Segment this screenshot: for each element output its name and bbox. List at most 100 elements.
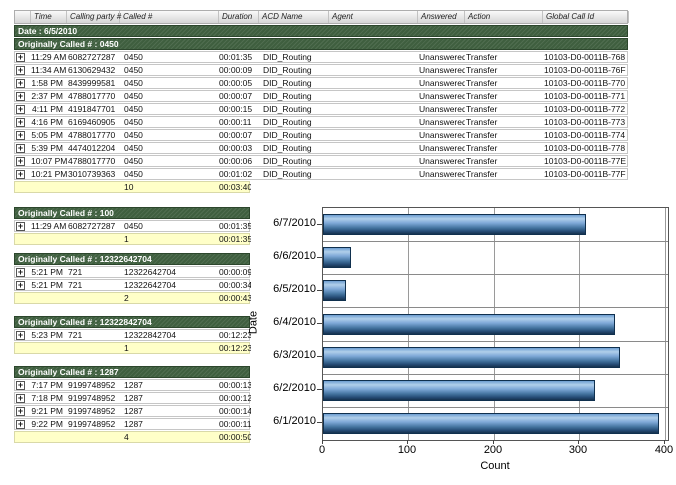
chart-y-tick-label: 6/3/2010 (273, 349, 316, 361)
call-row: +2:37 PM 4788017770 0450 00:00:07 DID_Routin… (14, 90, 628, 102)
call-row: +4:16 PM 6169460905 0450 00:00:11 DID_Routin… (14, 116, 628, 128)
call-row: +11:34 AM 6130629432 0450 00:00:09 DID_Routi… (14, 64, 628, 76)
call-rows-group: +11:29 AM 6082727287 0450 00:01:35 DID_Routi… (14, 51, 628, 180)
chart-y-tick-label: 6/6/2010 (273, 250, 316, 262)
cell-called-number: 1287 (124, 393, 143, 403)
expand-row-icon[interactable]: + (16, 52, 25, 62)
expand-row-icon[interactable]: + (16, 130, 25, 140)
cell-time: 5:23 PM (31, 330, 63, 340)
expand-row-icon[interactable]: + (16, 267, 25, 277)
column-header-time: Time (31, 11, 67, 23)
chart-row-separator (323, 307, 668, 308)
call-row: +9:22 PM 9199748952 1287 00:00:11 (14, 418, 251, 430)
cell-calling-party: 6130629432 (68, 65, 116, 75)
expand-cell: + (15, 104, 31, 114)
cell-global-call-id: 10103-D0-0011B-773 (544, 117, 626, 127)
chart-bar-6-4-2010[interactable] (323, 314, 615, 335)
cell-time: 7:17 PM (31, 380, 63, 390)
chart-x-tick-mark (578, 440, 579, 444)
expand-row-icon[interactable]: + (16, 104, 25, 114)
column-header-acd-name: ACD Name (259, 11, 329, 23)
chart-row-separator (323, 241, 668, 242)
cell-called-number: 1287 (124, 406, 143, 416)
cell-global-call-id: 10103-D0-0011B-771 (544, 91, 626, 101)
chart-y-tick-mark (317, 290, 322, 291)
expand-cell: + (15, 78, 31, 88)
cell-time: 5:39 PM (31, 143, 63, 153)
cell-time: 4:16 PM (31, 117, 63, 127)
cell-duration: 00:01:02 (219, 169, 253, 179)
cell-called-number: 1287 (124, 380, 143, 390)
expand-cell: + (15, 156, 31, 166)
cell-calling-party: 6169460905 (68, 117, 116, 127)
cell-time: 9:22 PM (31, 419, 63, 429)
call-row: +5:05 PM 4788017770 0450 00:00:07 DID_Routin… (14, 129, 628, 141)
cell-duration: 00:00:15 (219, 104, 253, 114)
cell-duration: 00:00:06 (219, 156, 253, 166)
call-row: +7:18 PM 9199748952 1287 00:00:12 (14, 392, 251, 404)
cell-calling-party: 4788017770 (68, 91, 116, 101)
cell-time: 5:05 PM (31, 130, 63, 140)
call-row: +10:07 PM 4788017770 0450 00:00:06 DID_Routi… (14, 155, 628, 167)
group-summary-row: 4 00:00:50 (14, 431, 251, 443)
chart-y-tick-label: 6/4/2010 (273, 316, 316, 328)
cell-answered: Unanswered (419, 52, 465, 62)
expand-row-icon[interactable]: + (16, 330, 25, 340)
expand-row-icon[interactable]: + (16, 419, 25, 429)
summary-total-duration: 00:12:23 (219, 343, 251, 353)
cell-duration: 00:00:13 (219, 380, 251, 390)
cell-duration: 00:01:35 (219, 221, 251, 231)
expand-cell: + (15, 65, 31, 75)
chart-bar-6-2-2010[interactable] (323, 380, 595, 401)
expand-row-icon[interactable]: + (16, 393, 25, 403)
expand-cell: + (15, 280, 31, 290)
column-header-duration: Duration (219, 11, 259, 23)
expand-row-icon[interactable]: + (16, 143, 25, 153)
column-header-agent: Agent (329, 11, 418, 23)
sub-section: Originally Called # : 12322642704 +5:21 P… (14, 253, 251, 305)
cell-duration: 00:00:07 (219, 130, 253, 140)
expand-row-icon[interactable]: + (16, 280, 25, 290)
expand-row-icon[interactable]: + (16, 380, 25, 390)
expand-cell: + (15, 380, 31, 390)
chart-x-axis-title: Count (480, 460, 510, 472)
chart-bar-6-3-2010[interactable] (323, 347, 620, 368)
expand-row-icon[interactable]: + (16, 406, 25, 416)
cell-calling-party: 3010739363 (68, 169, 116, 179)
column-header-called: Called # (120, 11, 219, 23)
chart-bar-6-1-2010[interactable] (323, 413, 659, 434)
expand-row-icon[interactable]: + (16, 91, 25, 101)
cell-action: Transfer (466, 65, 498, 75)
group-summary-row: 1 00:12:23 (14, 342, 251, 354)
chart-x-tick-label: 300 (568, 444, 588, 456)
cell-answered: Unanswered (419, 169, 465, 179)
chart-x-tick-mark (664, 440, 665, 444)
cell-acd-name: DID_Routing (263, 117, 312, 127)
date-group-label: Date : 6/5/2010 (18, 26, 78, 36)
expand-row-icon[interactable]: + (16, 65, 25, 75)
chart-bar-6-7-2010[interactable] (323, 214, 586, 235)
expand-row-icon[interactable]: + (16, 117, 25, 127)
summary-total-duration: 00:00:50 (219, 432, 251, 442)
expand-row-icon[interactable]: + (16, 221, 25, 231)
cell-time: 1:58 PM (31, 78, 63, 88)
expand-row-icon[interactable]: + (16, 78, 25, 88)
expand-row-icon[interactable]: + (16, 169, 25, 179)
chart-x-tick-mark (407, 440, 408, 444)
chart-x-tick-mark (322, 440, 323, 444)
cell-duration: 00:12:23 (219, 330, 251, 340)
chart-y-tick-label: 6/1/2010 (273, 415, 316, 427)
cell-duration: 00:00:05 (219, 78, 253, 88)
originally-called-band: Originally Called # : 1287 (14, 366, 250, 378)
chart-row-separator (323, 407, 668, 408)
chart-x-tick-label: 0 (318, 444, 326, 456)
cell-acd-name: DID_Routing (263, 78, 312, 88)
expand-cell: + (15, 91, 31, 101)
chart-bar-6-6-2010[interactable] (323, 247, 351, 268)
cell-acd-name: DID_Routing (263, 91, 312, 101)
summary-total-duration: 00:01:35 (219, 234, 251, 244)
expand-row-icon[interactable]: + (16, 156, 25, 166)
cell-acd-name: DID_Routing (263, 130, 312, 140)
cell-called-number: 0450 (124, 221, 143, 231)
chart-bar-6-5-2010[interactable] (323, 280, 346, 301)
